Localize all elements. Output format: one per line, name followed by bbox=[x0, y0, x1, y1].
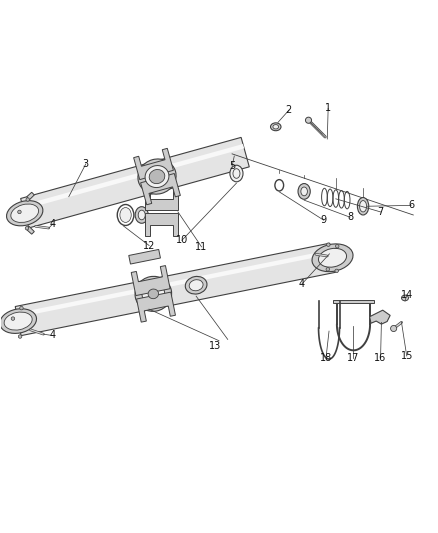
Circle shape bbox=[18, 335, 22, 338]
Ellipse shape bbox=[149, 169, 165, 183]
Ellipse shape bbox=[298, 183, 310, 199]
Ellipse shape bbox=[230, 165, 243, 182]
Text: 7: 7 bbox=[378, 207, 384, 217]
Text: 17: 17 bbox=[347, 353, 360, 363]
Ellipse shape bbox=[0, 309, 36, 334]
Ellipse shape bbox=[142, 283, 165, 305]
Ellipse shape bbox=[148, 289, 159, 298]
Polygon shape bbox=[134, 148, 173, 180]
Polygon shape bbox=[141, 173, 180, 205]
Ellipse shape bbox=[145, 166, 169, 188]
Text: 13: 13 bbox=[208, 341, 221, 351]
Ellipse shape bbox=[4, 312, 32, 330]
Ellipse shape bbox=[11, 204, 39, 222]
Circle shape bbox=[305, 117, 311, 123]
Text: 6: 6 bbox=[408, 200, 414, 211]
Ellipse shape bbox=[318, 248, 346, 267]
Text: 14: 14 bbox=[401, 290, 413, 300]
Ellipse shape bbox=[402, 295, 409, 301]
Text: 11: 11 bbox=[195, 242, 208, 252]
Ellipse shape bbox=[185, 277, 207, 294]
Circle shape bbox=[25, 227, 29, 230]
Ellipse shape bbox=[357, 198, 369, 215]
Polygon shape bbox=[21, 138, 249, 228]
Circle shape bbox=[335, 269, 339, 272]
Ellipse shape bbox=[138, 159, 176, 194]
Ellipse shape bbox=[301, 187, 307, 196]
Circle shape bbox=[26, 198, 29, 201]
Ellipse shape bbox=[135, 276, 172, 311]
Polygon shape bbox=[137, 292, 176, 322]
Polygon shape bbox=[22, 144, 244, 209]
Text: 5: 5 bbox=[229, 161, 235, 171]
Circle shape bbox=[18, 210, 21, 214]
Text: 16: 16 bbox=[374, 353, 387, 363]
Text: 15: 15 bbox=[401, 351, 413, 361]
Ellipse shape bbox=[312, 244, 353, 272]
Ellipse shape bbox=[273, 125, 279, 129]
Text: 3: 3 bbox=[83, 159, 89, 169]
Circle shape bbox=[327, 243, 330, 246]
Polygon shape bbox=[332, 300, 374, 303]
Ellipse shape bbox=[135, 207, 148, 223]
Text: 12: 12 bbox=[143, 240, 155, 251]
Ellipse shape bbox=[360, 200, 367, 212]
Polygon shape bbox=[145, 188, 178, 211]
Ellipse shape bbox=[120, 207, 131, 222]
Ellipse shape bbox=[189, 280, 203, 291]
Text: 4: 4 bbox=[50, 219, 56, 229]
Ellipse shape bbox=[138, 210, 145, 220]
Circle shape bbox=[391, 326, 397, 332]
Circle shape bbox=[20, 306, 23, 310]
Ellipse shape bbox=[271, 123, 281, 131]
Text: 8: 8 bbox=[347, 212, 353, 222]
Text: 18: 18 bbox=[320, 353, 332, 363]
Polygon shape bbox=[27, 192, 34, 200]
Polygon shape bbox=[145, 214, 178, 236]
Circle shape bbox=[11, 317, 15, 320]
Polygon shape bbox=[131, 265, 170, 296]
Text: 1: 1 bbox=[325, 103, 331, 114]
Text: 2: 2 bbox=[286, 105, 292, 115]
Polygon shape bbox=[17, 250, 332, 318]
Circle shape bbox=[336, 245, 339, 248]
Ellipse shape bbox=[233, 169, 240, 179]
Ellipse shape bbox=[7, 200, 43, 226]
Polygon shape bbox=[370, 310, 390, 324]
Polygon shape bbox=[15, 243, 336, 336]
Circle shape bbox=[326, 268, 329, 271]
Text: 4: 4 bbox=[49, 330, 55, 341]
Polygon shape bbox=[27, 227, 34, 234]
Text: 10: 10 bbox=[176, 235, 188, 245]
Polygon shape bbox=[129, 249, 160, 264]
Text: 9: 9 bbox=[321, 215, 327, 225]
Text: 4: 4 bbox=[299, 279, 305, 289]
